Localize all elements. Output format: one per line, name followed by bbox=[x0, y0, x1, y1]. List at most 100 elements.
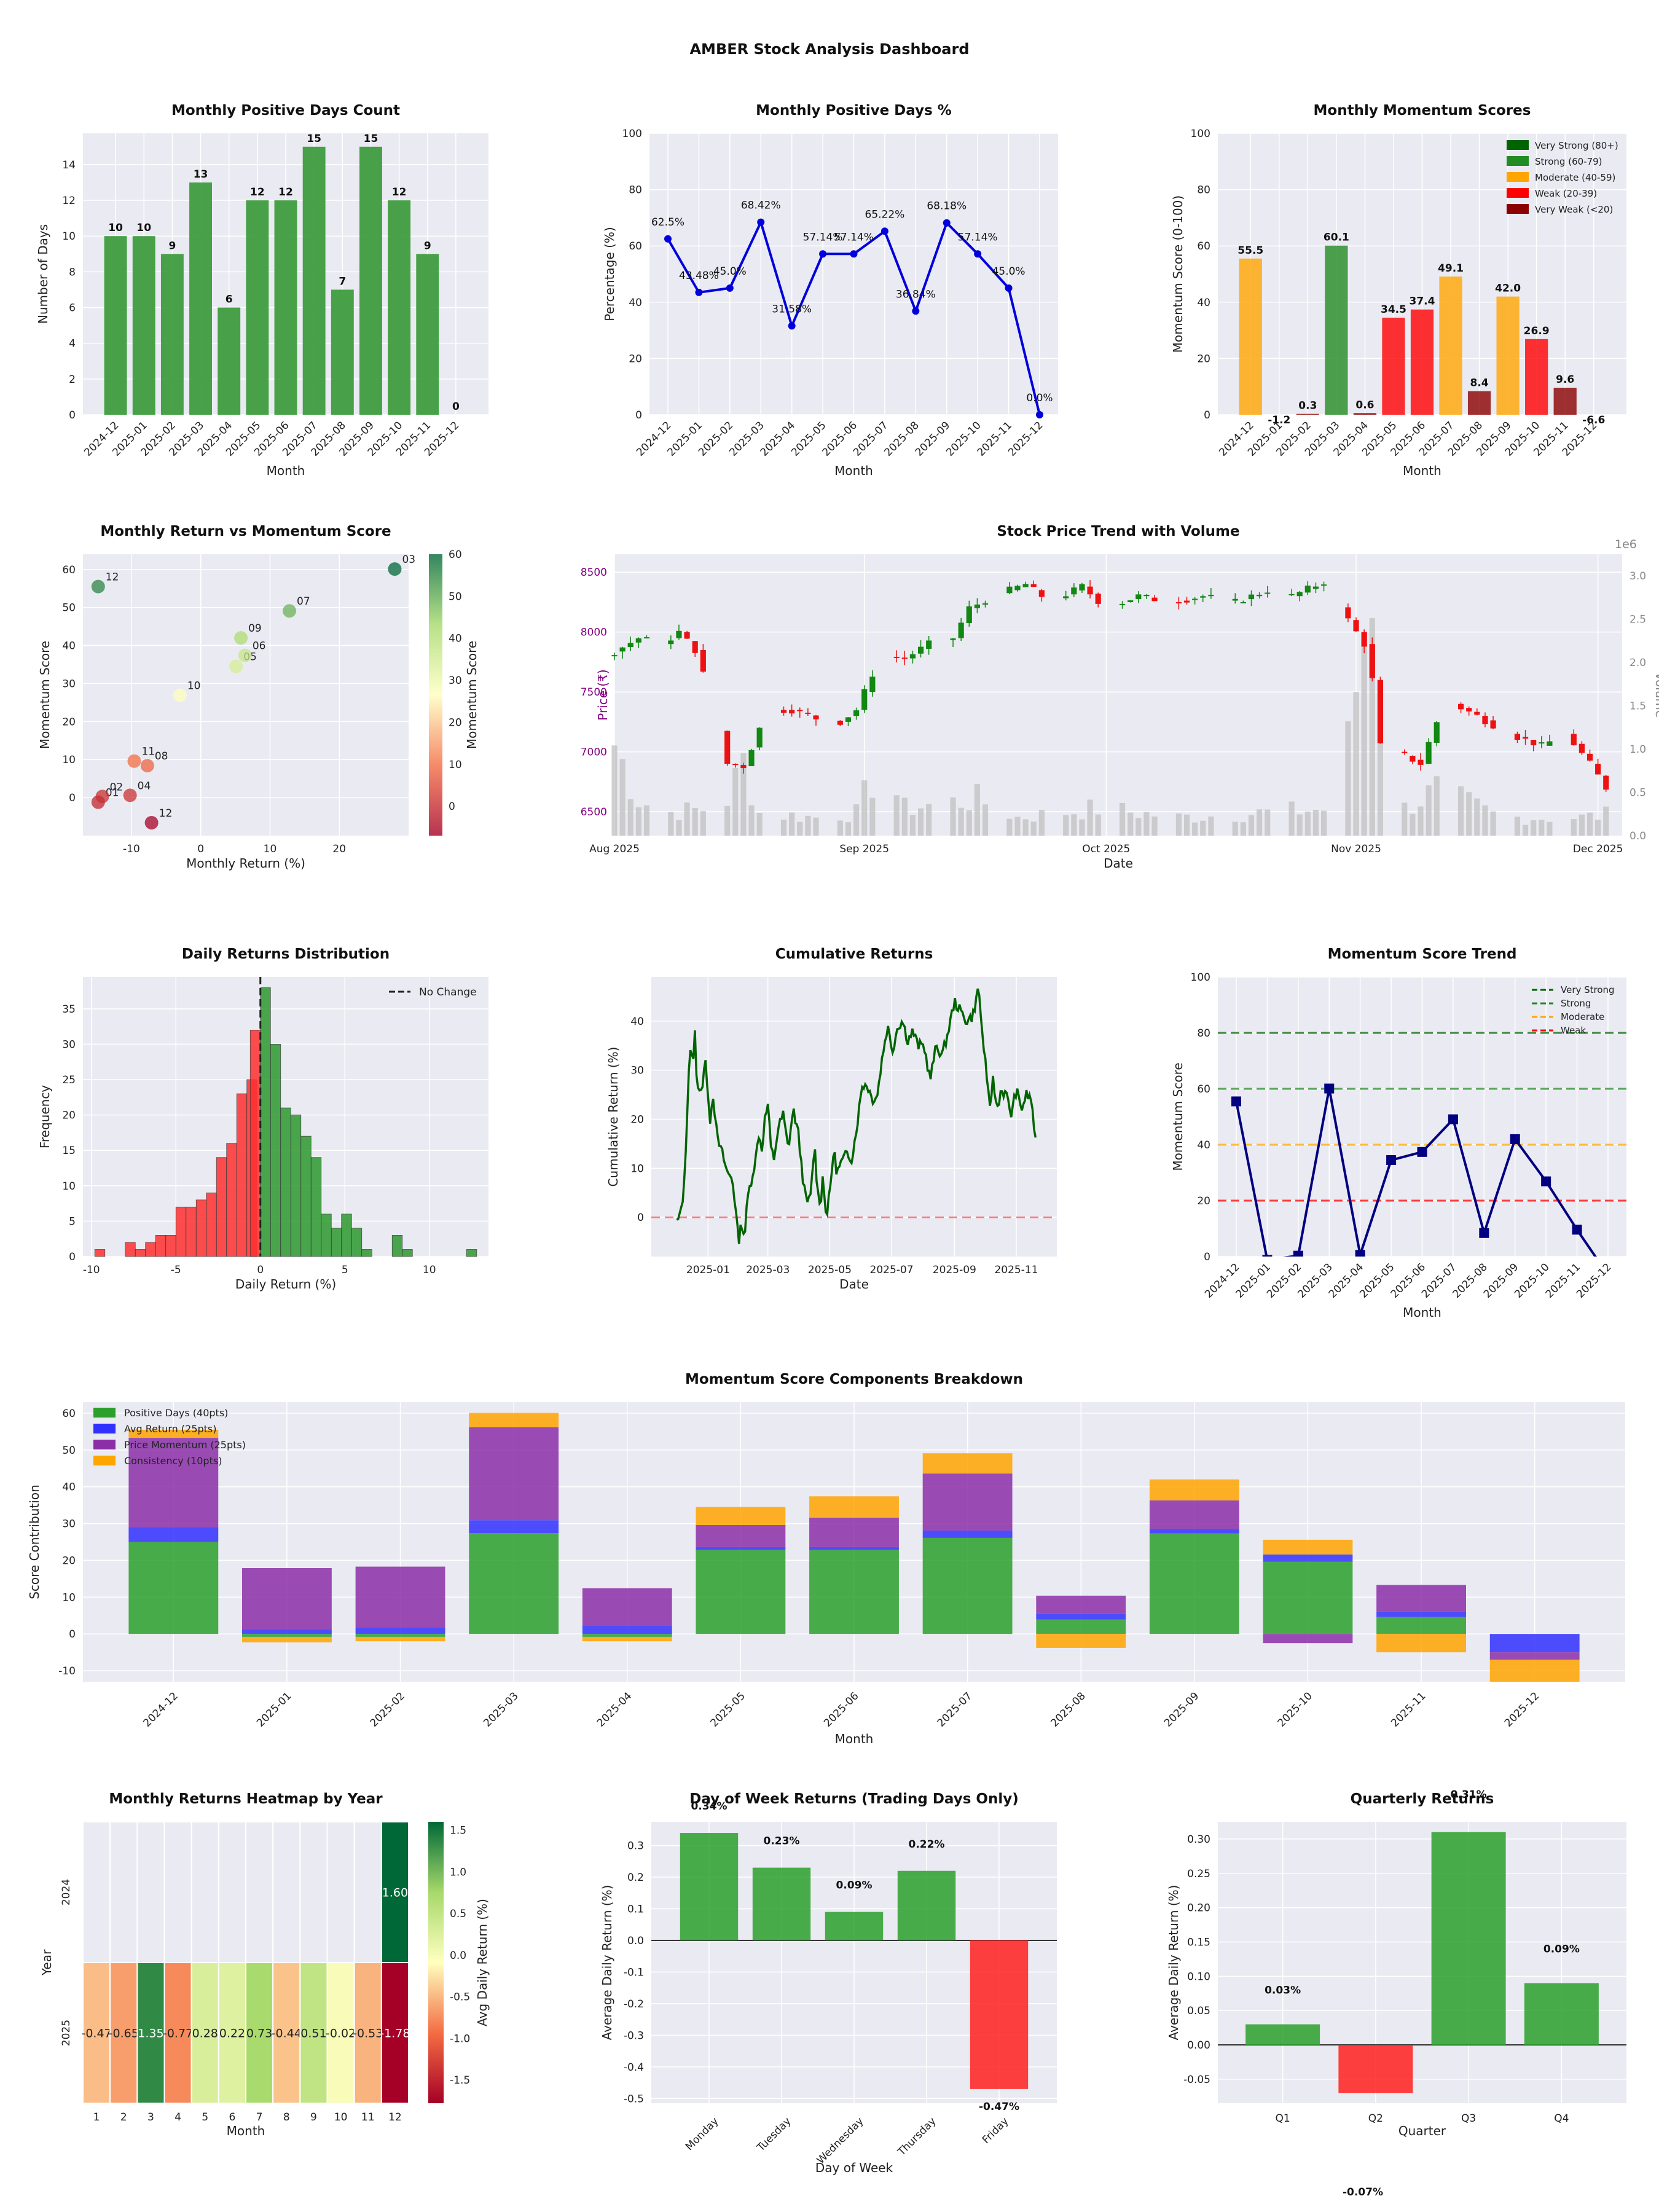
component-bar-segment bbox=[696, 1550, 786, 1634]
volume-bar bbox=[1030, 822, 1037, 836]
volume-bar bbox=[676, 820, 682, 836]
positive-days-pct-xtick-label: 2025-12 bbox=[1006, 419, 1045, 458]
candle-body bbox=[1119, 603, 1126, 605]
colorbar-label: Momentum Score bbox=[465, 641, 479, 749]
volume-bar bbox=[1248, 815, 1255, 836]
candle-body bbox=[619, 647, 626, 652]
positive-days-pct-point bbox=[1005, 284, 1013, 292]
positive-days-value-label: 15 bbox=[364, 133, 378, 145]
scatter-point bbox=[388, 562, 402, 576]
candle-body bbox=[893, 656, 900, 658]
momentum-score-bar bbox=[1525, 339, 1548, 415]
component-bar-segment bbox=[582, 1625, 672, 1634]
volume-bar bbox=[974, 784, 980, 836]
components-breakdown-ylabel: Score Contribution bbox=[27, 1484, 42, 1599]
volume-bar bbox=[1014, 817, 1021, 836]
heatmap-cell bbox=[353, 1962, 382, 2104]
legend-swatch bbox=[1507, 140, 1529, 150]
candle-body bbox=[917, 646, 924, 654]
histogram-bar-positive bbox=[321, 1214, 332, 1257]
components-breakdown-xtick-label: 2025-02 bbox=[368, 1690, 407, 1729]
legend-label: Very Weak (<20) bbox=[1535, 204, 1613, 215]
momentum-trend-marker bbox=[1324, 1083, 1335, 1094]
positive-days-count-title: Monthly Positive Days Count bbox=[171, 103, 400, 119]
heatmap-cell-label: -0.02 bbox=[326, 2027, 356, 2041]
quarterly-value-label: 0.03% bbox=[1265, 1985, 1301, 1997]
momentum-score-bar bbox=[1239, 258, 1262, 415]
candle-body bbox=[635, 638, 641, 643]
component-bar-segment bbox=[1489, 1660, 1580, 1682]
heatmap-month-label: 11 bbox=[361, 2111, 375, 2124]
candle-body bbox=[1426, 742, 1432, 764]
positive-days-pct-label: 36.84% bbox=[896, 288, 936, 300]
legend-label: Very Strong bbox=[1561, 984, 1615, 995]
returns-distribution-ytick-label: 30 bbox=[62, 1038, 76, 1051]
volume-bar bbox=[917, 808, 924, 836]
momentum-trend-marker bbox=[1572, 1225, 1582, 1235]
volume-bar bbox=[1119, 802, 1126, 836]
volume-bar bbox=[901, 798, 908, 836]
components-breakdown-xtick-label: 2025-12 bbox=[1502, 1690, 1542, 1729]
components-breakdown-xtick-label: 2025-03 bbox=[481, 1690, 520, 1729]
component-bar-segment bbox=[128, 1527, 219, 1542]
positive-days-pct-label: 65.22% bbox=[865, 208, 905, 221]
candle-body bbox=[1522, 737, 1529, 739]
colorbar-tick-label: -1.0 bbox=[450, 2033, 470, 2045]
heatmap-cell-label: -0.44 bbox=[272, 2027, 302, 2041]
candle-body bbox=[1369, 644, 1375, 678]
volume-bar bbox=[805, 815, 811, 836]
histogram-bar-negative bbox=[236, 1093, 248, 1257]
positive-days-value-label: 10 bbox=[108, 222, 123, 234]
histogram-bar-positive bbox=[290, 1115, 302, 1257]
cumulative-returns-xlabel: Date bbox=[839, 1277, 869, 1292]
positive-days-bar bbox=[160, 254, 184, 415]
positive-days-bar bbox=[359, 146, 382, 415]
candle-body bbox=[845, 717, 852, 722]
price-ytick-label: 8500 bbox=[581, 567, 607, 579]
component-bar-segment bbox=[1263, 1554, 1353, 1562]
quarterly-ytick-label: 0.20 bbox=[1187, 1902, 1210, 1915]
candle-body bbox=[700, 649, 706, 672]
candle-body bbox=[837, 720, 843, 725]
scatter-point-label: 12 bbox=[159, 807, 173, 820]
momentum-trend-ytick-label: 60 bbox=[1197, 1083, 1210, 1096]
components-breakdown-ytick-label: -10 bbox=[58, 1665, 76, 1677]
histogram-bar-negative bbox=[195, 1199, 207, 1257]
returns-distribution-chart: -10 -5 0 5 10 0 5 10 15 20 25 30 35 No Change Daily Re… bbox=[37, 946, 488, 1292]
momentum-trend-marker bbox=[1386, 1155, 1397, 1166]
volume-bar bbox=[684, 802, 690, 836]
cumulative-returns-ylabel: Cumulative Return (%) bbox=[606, 1047, 621, 1187]
components-breakdown-xtick-label: 2025-08 bbox=[1048, 1690, 1088, 1729]
volume-bar bbox=[1402, 802, 1408, 836]
legend-swatch bbox=[93, 1440, 116, 1449]
momentum-scores-title: Monthly Momentum Scores bbox=[1314, 103, 1531, 119]
momentum-score-value-label: 0.6 bbox=[1355, 399, 1374, 411]
positive-days-pct-ytick-label: 60 bbox=[629, 240, 642, 253]
momentum-trend-marker bbox=[1510, 1134, 1520, 1144]
histogram-bar-negative bbox=[165, 1235, 176, 1257]
colorbar-tick-label: 1.0 bbox=[450, 1866, 466, 1878]
histogram-bar-negative bbox=[186, 1206, 197, 1257]
candle-body bbox=[1030, 584, 1037, 587]
components-breakdown-xtick-label: 2025-01 bbox=[254, 1690, 294, 1729]
heatmap-cell bbox=[109, 1962, 138, 2104]
return-vs-momentum-ytick-label: 60 bbox=[62, 564, 76, 576]
colorbar-tick-label: 0.5 bbox=[450, 1908, 466, 1920]
components-breakdown-ytick-label: 20 bbox=[62, 1555, 76, 1567]
histogram-xtick-label: 0 bbox=[257, 1264, 264, 1276]
histogram-bar-negative bbox=[145, 1242, 156, 1257]
candle-body bbox=[748, 750, 755, 766]
histogram-bar-positive bbox=[300, 1135, 312, 1257]
positive-days-count-ytick-label: 8 bbox=[69, 266, 76, 278]
positive-days-value-label: 0 bbox=[452, 401, 460, 413]
candle-body bbox=[1296, 592, 1303, 597]
positive-days-pct-point bbox=[788, 322, 796, 330]
positive-days-pct-xlabel: Month bbox=[834, 463, 873, 478]
volume-bar bbox=[1135, 818, 1142, 836]
scatter-point-label: 02 bbox=[110, 781, 124, 793]
heatmap-month-label: 7 bbox=[256, 2111, 263, 2124]
positive-days-value-label: 9 bbox=[168, 240, 176, 252]
positive-days-count-ytick-label: 14 bbox=[62, 159, 76, 171]
volume-bar bbox=[1418, 806, 1424, 836]
